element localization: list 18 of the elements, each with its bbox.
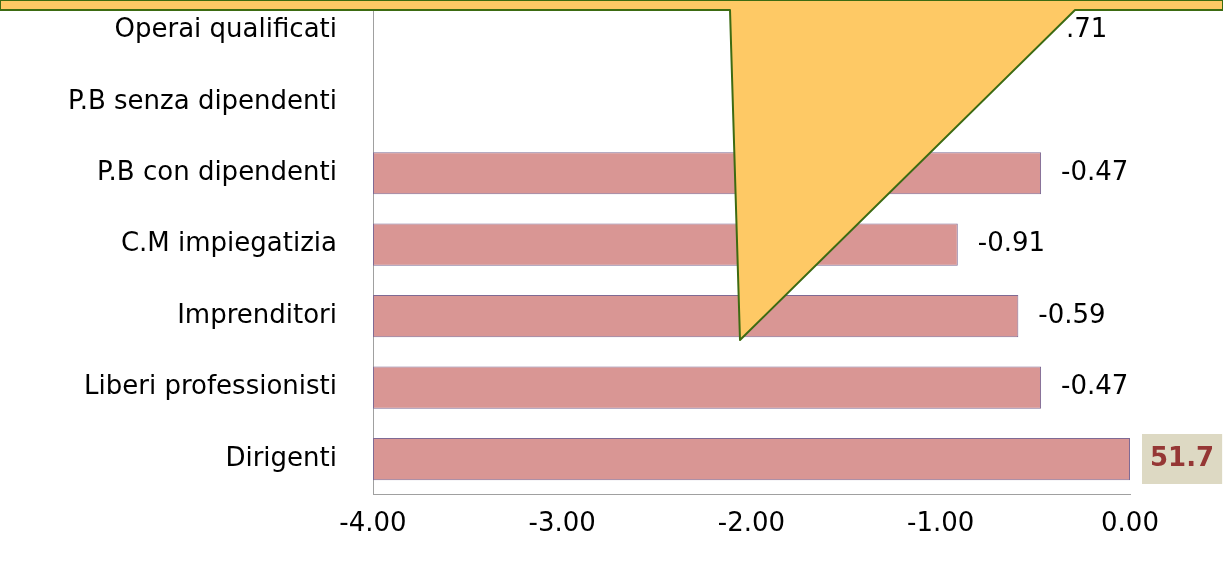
annotation: 51.7: [1150, 441, 1215, 472]
x-tick-label: -2.00: [717, 507, 786, 538]
data-label: -0.47: [1061, 155, 1129, 186]
x-tick-label: -1.00: [907, 507, 975, 538]
data-label: -0.59: [1038, 298, 1106, 329]
x-tick-label: -3.00: [528, 507, 596, 538]
y-tick-label: Imprenditori: [177, 298, 337, 329]
y-tick-label: P.B con dipendenti: [96, 155, 337, 186]
data-label: -0.91: [977, 227, 1046, 258]
y-tick-label: Liberi professionisti: [84, 370, 337, 401]
annotation: .71: [1066, 13, 1108, 44]
y-tick-label: P.B senza dipendenti: [68, 84, 337, 115]
y-tick-label: Operai qualificati: [114, 13, 337, 44]
data-label: -0.47: [1061, 370, 1129, 401]
y-tick-label: Dirigenti: [225, 441, 337, 472]
x-tick-label: 0.00: [1101, 507, 1159, 538]
y-tick-label: C.M impiegatizia: [120, 227, 337, 258]
x-tick-label: -4.00: [339, 507, 407, 538]
